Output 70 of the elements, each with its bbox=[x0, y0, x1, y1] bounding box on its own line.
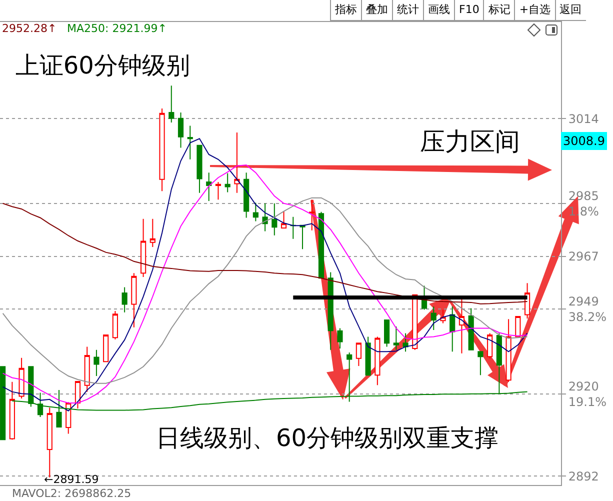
candlestick bbox=[458, 298, 465, 354]
candlestick bbox=[0, 366, 6, 440]
text: +自选 bbox=[514, 0, 555, 20]
candlestick bbox=[103, 334, 109, 362]
candlestick bbox=[356, 342, 362, 367]
candlestick bbox=[131, 272, 137, 328]
candlestick bbox=[18, 357, 24, 400]
text: 标记 bbox=[483, 0, 514, 20]
annotation: 日线级别、60分钟级别双重支撑 bbox=[156, 424, 499, 452]
candlestick bbox=[234, 132, 240, 194]
y-tick-label: 2920 19.1% bbox=[568, 380, 607, 410]
y-tick-label: 2892 bbox=[568, 469, 599, 484]
candlestick bbox=[515, 316, 521, 338]
annotation: MA250: 2921.99↑ bbox=[67, 22, 167, 35]
candlestick bbox=[244, 172, 250, 218]
candlestick bbox=[309, 199, 315, 231]
candlestick bbox=[384, 320, 390, 348]
candlestick bbox=[262, 202, 268, 232]
candlestick bbox=[196, 144, 202, 194]
candlestick bbox=[112, 310, 118, 340]
text: 指标 bbox=[330, 0, 361, 20]
text: 统计 bbox=[392, 0, 423, 20]
candlestick bbox=[150, 218, 156, 248]
candlestick bbox=[337, 328, 343, 349]
candlestick bbox=[290, 216, 296, 240]
candlestick bbox=[215, 182, 222, 200]
text: 叠加 bbox=[361, 0, 392, 20]
candlestick bbox=[206, 172, 212, 202]
candlestick bbox=[9, 381, 15, 440]
y-tick-label: 3014 bbox=[568, 112, 599, 126]
y-tick-label: 2949 38.2% bbox=[568, 294, 607, 324]
text: MAVOL2: 2698862.25 bbox=[12, 487, 132, 500]
candlestick bbox=[280, 210, 287, 229]
candlestick bbox=[74, 381, 81, 410]
candlestick bbox=[506, 318, 512, 382]
candlestick bbox=[450, 306, 456, 352]
candlestick bbox=[440, 309, 446, 324]
candlestick bbox=[468, 308, 474, 350]
text: 3008.9 bbox=[563, 134, 605, 148]
candlestick bbox=[168, 85, 174, 124]
candlestick bbox=[252, 202, 258, 222]
annotation: ←2891.59 bbox=[44, 473, 99, 486]
candlestick bbox=[393, 326, 399, 350]
candlestick bbox=[478, 351, 484, 376]
annotation: 压力区间 bbox=[420, 127, 520, 156]
candlestick bbox=[122, 286, 128, 313]
candlestick bbox=[402, 332, 408, 352]
candlestick bbox=[430, 306, 436, 330]
candlestick bbox=[365, 336, 371, 376]
candlestick bbox=[328, 272, 334, 350]
line-series bbox=[2, 202, 528, 304]
candlestick bbox=[159, 108, 165, 192]
text: 返回 bbox=[554, 0, 586, 20]
candlestick bbox=[318, 211, 324, 279]
y-tick-label: 2967 bbox=[568, 250, 599, 264]
candlestick bbox=[224, 172, 230, 193]
annotation: 2952.28↑ bbox=[2, 22, 57, 35]
text: F10 bbox=[454, 0, 484, 20]
candlestick bbox=[140, 218, 146, 278]
candlestick bbox=[187, 125, 193, 160]
candlestick bbox=[94, 349, 100, 376]
candlestick bbox=[84, 346, 90, 392]
candlestick bbox=[272, 202, 278, 236]
candlestick bbox=[300, 224, 306, 250]
text: 上证60分钟级别 bbox=[15, 51, 190, 80]
candlestick bbox=[178, 112, 184, 148]
candlestick bbox=[487, 332, 493, 359]
text: 画线 bbox=[423, 0, 454, 20]
candlestick bbox=[524, 282, 530, 320]
candlestick bbox=[374, 336, 380, 386]
